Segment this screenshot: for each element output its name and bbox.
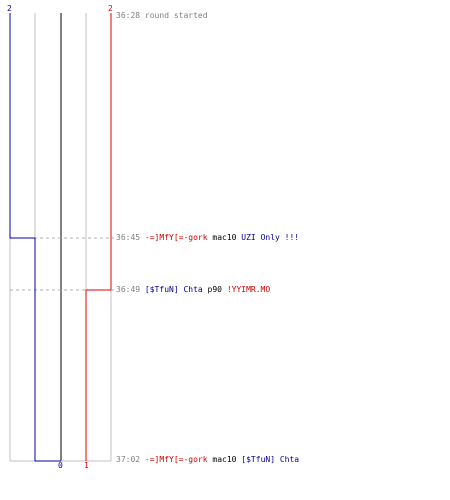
red-start-count: 2 [108,4,113,13]
event-time: 36:28 [116,11,141,20]
blue-start-count: 2 [7,4,12,13]
event-victim: [$TfuN] Chta [241,455,300,464]
event-killer: -=]MfY[=-gork [144,233,208,242]
event-time: 36:45 [116,233,141,242]
event-row: 37:02 -=]MfY[=-gork mac10 [$TfuN] Chta [116,455,299,465]
event-killer: -=]MfY[=-gork [144,455,208,464]
event-victim: !YYIMR.MO [226,285,271,294]
red-team-alive-line [85,13,112,461]
event-text: round started [144,11,208,20]
blue-end-count: 0 [58,461,63,470]
blue-team-alive-line [9,13,61,462]
event-weapon: mac10 [212,455,237,464]
event-row: 36:45 -=]MfY[=-gork mac10 UZI Only !!! [116,233,299,243]
event-row: 36:49 [$TfuN] Chta p90 !YYIMR.MO [116,285,270,295]
event-killer: [$TfuN] Chta [144,285,203,294]
event-weapon: mac10 [212,233,237,242]
event-time: 37:02 [116,455,141,464]
red-end-count: 1 [84,461,89,470]
event-weapon: p90 [207,285,222,294]
event-victim: UZI Only !!! [241,233,300,242]
event-row: 36:28 round started [116,11,208,21]
event-time: 36:49 [116,285,141,294]
